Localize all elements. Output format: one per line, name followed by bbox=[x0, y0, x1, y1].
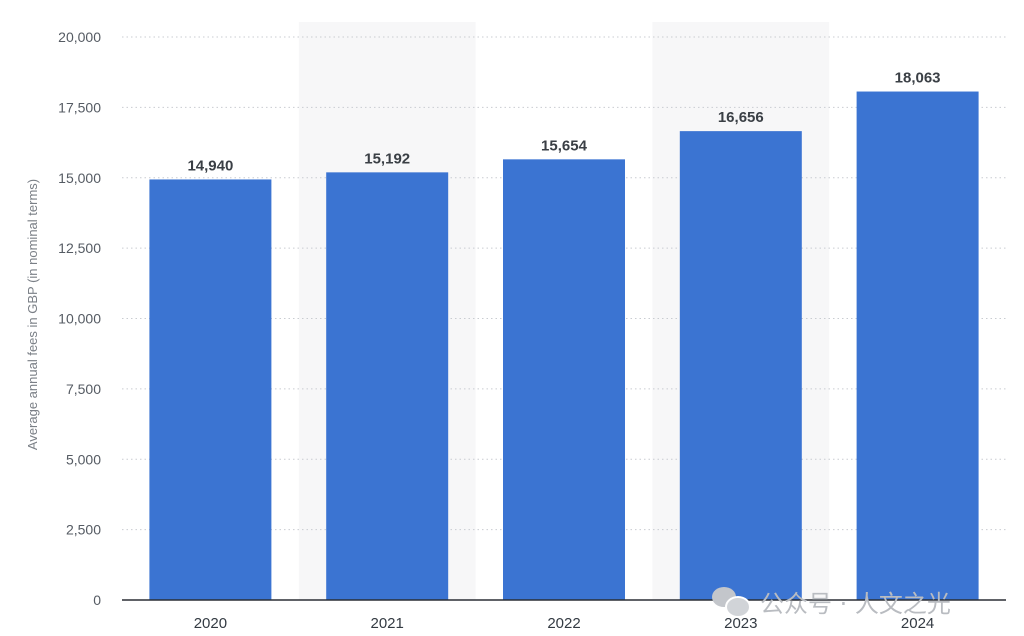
data-label: 15,192 bbox=[364, 150, 410, 167]
data-label: 15,654 bbox=[541, 137, 588, 154]
watermark: 公众号 · 人文之光 bbox=[712, 584, 951, 619]
y-tick-label: 7,500 bbox=[66, 381, 101, 397]
bar bbox=[679, 131, 802, 600]
y-tick-label: 10,000 bbox=[58, 311, 101, 327]
wechat-icon bbox=[712, 586, 751, 618]
x-axis-ticks: 2020 2021 2022 2023 2024 bbox=[194, 615, 935, 632]
data-label: 16,656 bbox=[718, 109, 764, 126]
x-tick-label: 2021 bbox=[371, 615, 404, 632]
bar bbox=[149, 179, 272, 600]
x-tick-label: 2020 bbox=[194, 615, 227, 632]
bar bbox=[326, 172, 449, 600]
x-tick-label: 2024 bbox=[901, 615, 934, 632]
y-tick-label: 12,500 bbox=[58, 240, 101, 256]
y-axis-title: Average annual fees in GBP (in nominal t… bbox=[25, 179, 40, 450]
watermark-text: 公众号 · 人文之光 bbox=[760, 590, 951, 618]
y-tick-label: 15,000 bbox=[58, 170, 101, 186]
bar bbox=[503, 159, 625, 600]
bars bbox=[149, 91, 979, 600]
y-axis-ticks: 0 2,500 5,000 7,500 10,000 12,500 15,000 17,500… bbox=[58, 29, 101, 608]
x-tick-label: 2023 bbox=[724, 615, 757, 632]
y-tick-label: 17,500 bbox=[58, 99, 101, 115]
x-tick-label: 2022 bbox=[547, 615, 580, 632]
data-label: 18,063 bbox=[895, 70, 941, 87]
bar bbox=[856, 91, 979, 600]
y-tick-label: 0 bbox=[93, 592, 101, 608]
data-labels: 14,940 15,192 15,654 16,656 18,063 bbox=[187, 70, 940, 175]
y-tick-label: 2,500 bbox=[66, 522, 101, 538]
y-tick-label: 5,000 bbox=[66, 451, 101, 467]
y-tick-label: 20,000 bbox=[58, 29, 101, 45]
data-label: 14,940 bbox=[187, 157, 233, 174]
